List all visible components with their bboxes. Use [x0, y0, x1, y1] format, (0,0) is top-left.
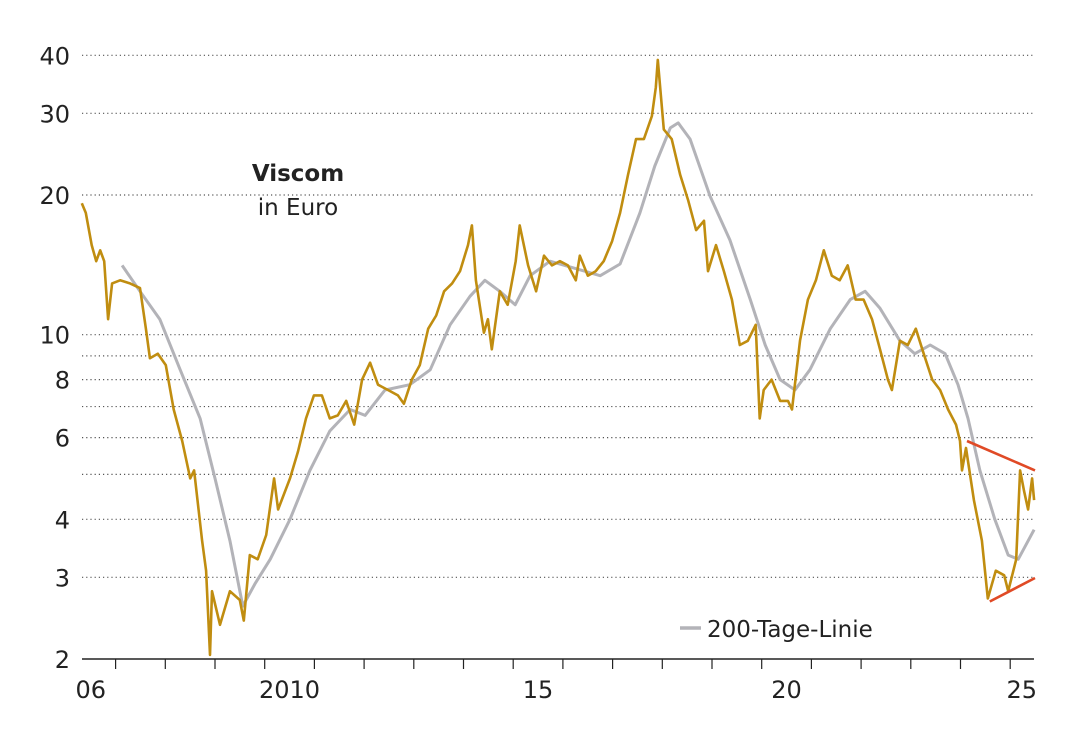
legend-label-ma200: 200-Tage-Linie [707, 617, 873, 643]
legend: 200-Tage-Linie [680, 617, 873, 643]
x-tick-label: 06 [75, 676, 106, 704]
x-tick-label: 25 [1006, 676, 1037, 704]
chart-subtitle: in Euro [258, 195, 338, 221]
y-axis-labels: 40 30 20 10 8 6 4 3 2 [39, 42, 70, 674]
gridlines [82, 54, 1034, 578]
x-tick-label: 20 [771, 676, 802, 704]
x-axis: 06 2010 15 20 25 [75, 658, 1037, 704]
series-layer [80, 58, 1036, 657]
y-tick-label: 40 [39, 42, 70, 70]
y-tick-label: 6 [55, 425, 70, 453]
upper-trendline [966, 439, 1036, 472]
price-line [80, 58, 1036, 657]
y-tick-label: 20 [39, 182, 70, 210]
y-tick-label: 2 [55, 646, 70, 674]
x-tick-label: 15 [523, 676, 554, 704]
y-tick-label: 3 [55, 564, 70, 592]
x-tick-label: 2010 [259, 676, 320, 704]
y-tick-label: 10 [39, 322, 70, 350]
lower-trendline [989, 576, 1036, 603]
chart-title: Viscom [252, 161, 344, 187]
y-tick-label: 30 [39, 100, 70, 128]
y-tick-label: 8 [55, 367, 70, 395]
y-tick-label: 4 [55, 506, 70, 534]
ma200-line [120, 121, 1036, 608]
